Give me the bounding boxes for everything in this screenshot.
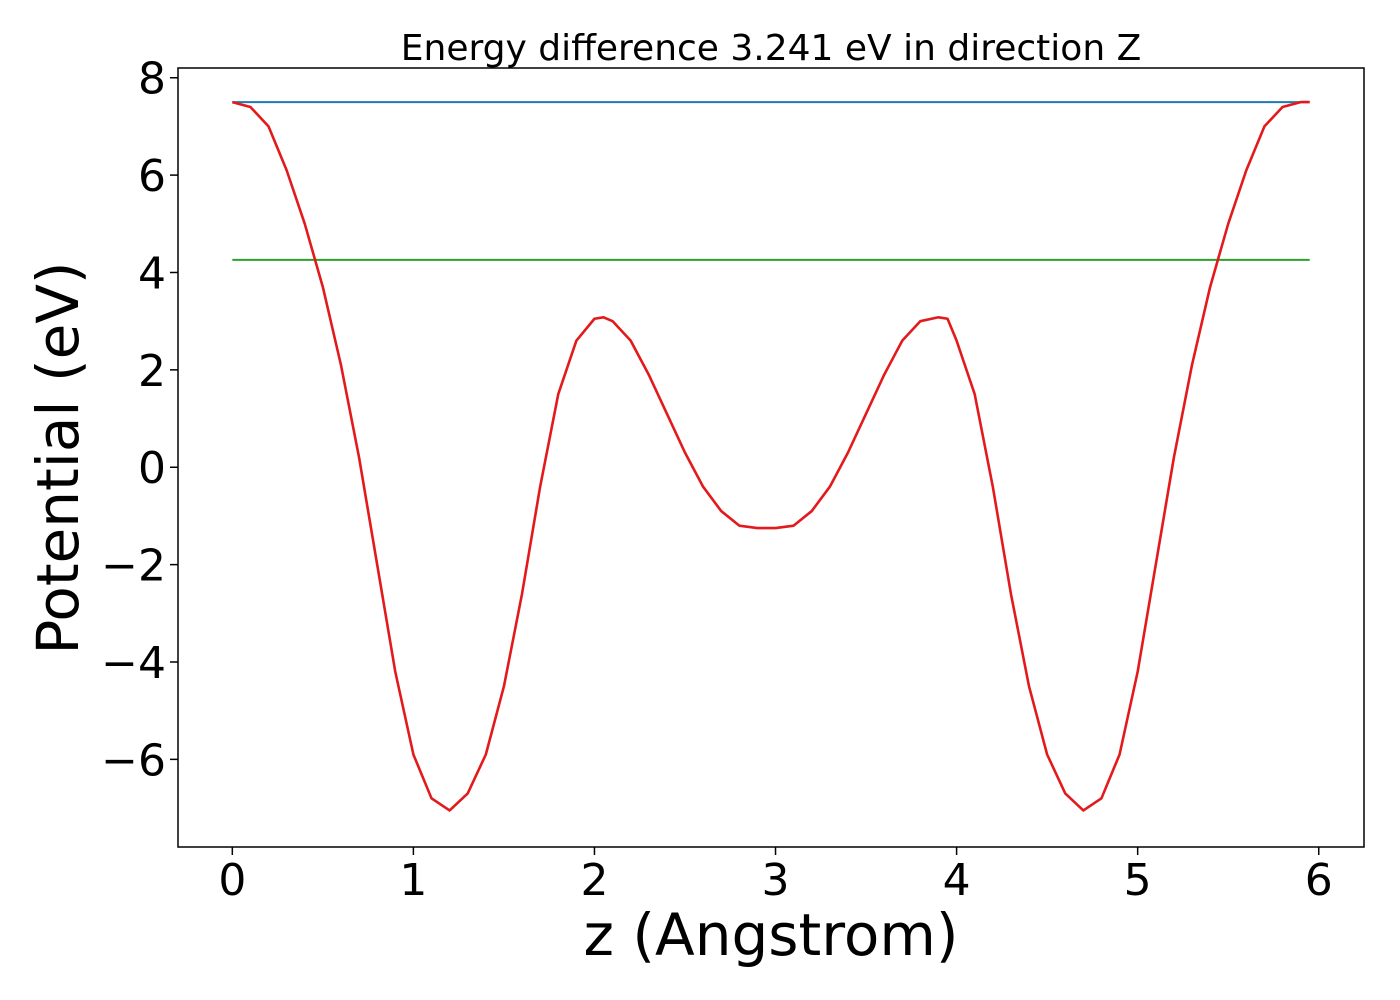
y-tick-label: −6 (101, 735, 166, 786)
x-tick-label: 1 (399, 855, 427, 906)
potential-line (231, 100, 1310, 812)
x-tick-label: 3 (762, 855, 790, 906)
y-tick-label: −2 (101, 541, 166, 592)
x-tick-label: 4 (943, 855, 971, 906)
x-tick-label: 6 (1305, 855, 1333, 906)
y-axis-ticks: 8 6 4 2 0 −2 −4 −6 (101, 54, 178, 786)
y-tick-label: 0 (138, 443, 166, 494)
y-tick-label: 8 (138, 54, 166, 105)
y-tick-label: 4 (138, 248, 166, 299)
x-axis-ticks: 0 1 2 3 4 5 6 (218, 847, 1333, 906)
series-layer (231, 100, 1310, 812)
y-tick-label: −4 (101, 638, 166, 689)
x-tick-label: 2 (580, 855, 608, 906)
y-tick-label: 6 (138, 151, 166, 202)
x-axis-label: z (Angstrom) (584, 901, 959, 969)
x-tick-label: 0 (218, 855, 246, 906)
x-tick-label: 5 (1124, 855, 1152, 906)
chart-title: Energy difference 3.241 eV in direction … (401, 28, 1142, 69)
y-tick-label: 2 (138, 346, 166, 397)
y-axis-label: Potential (eV) (24, 261, 92, 654)
plot-frame (177, 67, 1365, 848)
